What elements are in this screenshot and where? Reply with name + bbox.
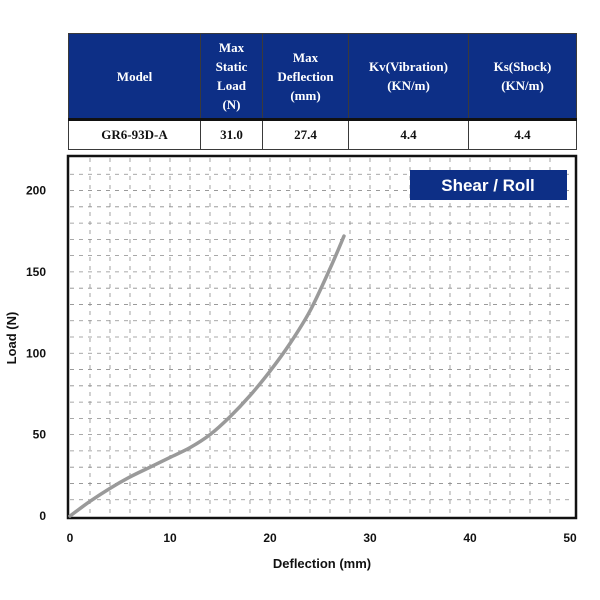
y-tick-label: 50 <box>33 428 47 442</box>
header-line: Deflection <box>277 68 334 84</box>
header-line: (KN/m) <box>501 78 544 93</box>
y-axis-title: Load (N) <box>4 312 19 365</box>
value-max-static-load: 31.0 <box>200 118 263 150</box>
header-line: (N) <box>222 97 241 112</box>
header-line: Static <box>215 59 248 74</box>
shear-roll-badge <box>410 170 567 200</box>
spec-value-row: GR6-93D-A 31.0 27.4 4.4 4.4 <box>68 118 577 150</box>
y-tick-label: 0 <box>39 509 46 523</box>
value-max-deflection: 27.4 <box>262 118 349 150</box>
header-max-deflection: Max Deflection (mm) <box>262 33 349 120</box>
header-line: Load <box>217 78 246 93</box>
header-line: Model <box>116 68 153 84</box>
header-line: Max <box>218 40 245 55</box>
value-ks-shock: 4.4 <box>468 118 577 150</box>
value-kv-vibration: 4.4 <box>348 118 469 150</box>
y-tick-label: 100 <box>26 346 46 360</box>
x-tick-label: 30 <box>363 531 377 545</box>
header-ks-shock: Ks(Shock) (KN/m) <box>468 33 577 120</box>
x-tick-label: 10 <box>163 531 177 545</box>
header-max-static-load: Max Static Load (N) <box>200 33 263 120</box>
x-tick-label: 20 <box>263 531 277 545</box>
x-tick-label: 40 <box>463 531 477 545</box>
series-group <box>68 234 346 518</box>
spec-table: Model Max Static Load (N) Max Deflection (mm)… <box>68 33 577 150</box>
y-tick-label: 200 <box>26 184 46 198</box>
load-deflection-curve <box>68 234 346 518</box>
shear-roll-badge-label: Shear / Roll <box>441 176 535 195</box>
y-tick-label: 150 <box>26 265 46 279</box>
header-line: Max <box>292 49 319 65</box>
header-line: (KN/m) <box>387 78 430 93</box>
spec-header-row: Model Max Static Load (N) Max Deflection (mm)… <box>68 33 577 120</box>
load-deflection-chart: 0 10 20 30 40 50 0 50 100 150 200 Shear / Roll Def… <box>4 154 578 571</box>
plot-grid <box>70 158 574 516</box>
header-line: Ks(Shock) <box>493 59 552 74</box>
x-axis-title: Deflection (mm) <box>273 556 371 571</box>
header-line: Kv(Vibration) <box>369 59 448 74</box>
value-model: GR6-93D-A <box>68 118 201 150</box>
tick-labels: 0 10 20 30 40 50 0 50 100 150 200 <box>26 184 577 545</box>
header-line: (mm) <box>290 87 321 103</box>
header-kv-vibration: Kv(Vibration) (KN/m) <box>348 33 469 120</box>
x-tick-label: 0 <box>67 531 74 545</box>
x-tick-label: 50 <box>563 531 577 545</box>
header-model: Model <box>68 33 201 120</box>
